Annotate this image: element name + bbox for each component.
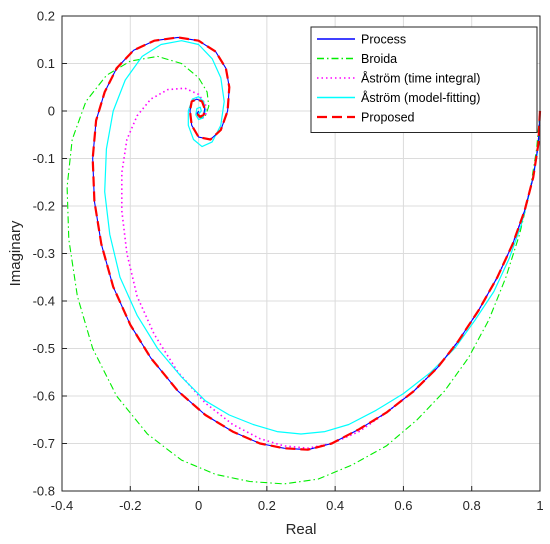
legend-label: Åström (model-fitting)	[361, 90, 480, 105]
y-tick-label: -0.3	[33, 246, 55, 261]
series-lines	[66, 36, 542, 485]
y-tick-label: -0.1	[33, 151, 55, 166]
x-tick-label: 0.8	[463, 498, 481, 513]
legend: Process Broida Åström (time integral) Åströ…	[310, 26, 538, 133]
x-tick-label: 0.4	[326, 498, 344, 513]
series-line-1	[66, 55, 541, 485]
y-tick-label: -0.8	[33, 484, 55, 499]
y-axis-label: Imaginary	[7, 220, 24, 286]
x-tick-label: 0.6	[394, 498, 412, 513]
x-axis-label: Real	[286, 521, 317, 538]
x-tick-label: -0.4	[51, 498, 73, 513]
legend-label: Proposed	[361, 111, 415, 125]
tick-labels: -0.4 -0.2 0 0.2 0.4 0.6 0.8 1 0.2 0.1 0 -0.1 -0.2 -0.…	[33, 9, 544, 514]
x-tick-label: 1	[536, 498, 543, 513]
y-tick-label: -0.2	[33, 199, 55, 214]
series-line-0	[92, 36, 541, 451]
x-tick-label: 0.2	[258, 498, 276, 513]
y-tick-label: -0.7	[33, 436, 55, 451]
y-tick-label: 0.1	[37, 56, 55, 71]
legend-box	[310, 26, 538, 133]
y-tick-label: -0.6	[33, 389, 55, 404]
x-tick-label: -0.2	[119, 498, 141, 513]
y-tick-label: -0.4	[33, 294, 55, 309]
x-tick-label: 0	[195, 498, 202, 513]
legend-label: Broida	[361, 52, 397, 66]
y-tick-label: 0	[48, 104, 55, 119]
y-tick-label: 0.2	[37, 9, 55, 24]
legend-label: Åström (time integral)	[361, 71, 480, 86]
y-tick-label: -0.5	[33, 341, 55, 356]
legend-label: Process	[361, 33, 406, 47]
